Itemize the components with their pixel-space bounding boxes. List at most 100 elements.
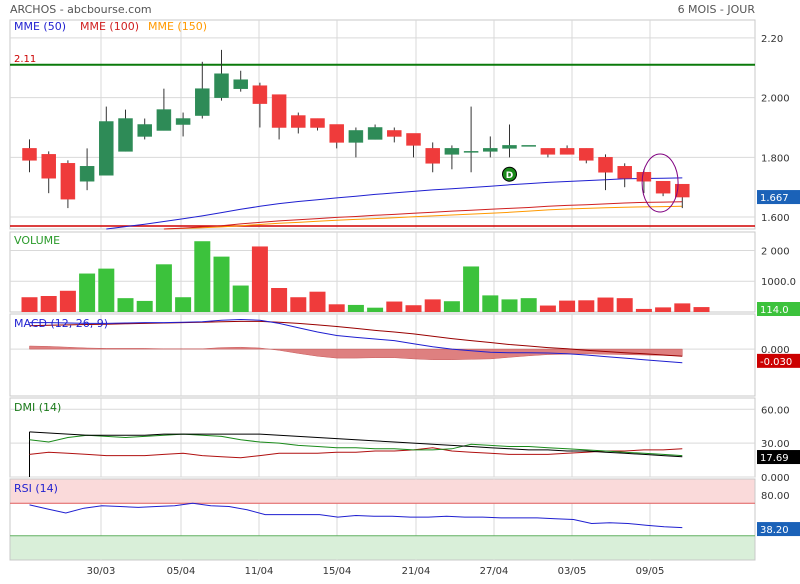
candle-body	[425, 148, 440, 164]
highlight-circle	[641, 153, 679, 213]
panel-title-macd: MACD (12, 26, 9)	[14, 317, 108, 330]
candle-body	[675, 183, 690, 198]
panel-frame-macd	[9, 313, 756, 397]
candle-body	[233, 79, 248, 89]
candle-body	[406, 133, 421, 146]
candle-body	[579, 148, 594, 161]
legend-entry: MME (150)	[148, 20, 207, 33]
volume-bar	[424, 299, 441, 312]
x-tick-label: 03/05	[558, 566, 587, 577]
panel-title-rsi: RSI (14)	[14, 482, 58, 495]
volume-bar	[117, 298, 134, 312]
candle-body	[118, 118, 133, 152]
candle-body	[252, 85, 268, 104]
y-tick-label: 0.000	[761, 473, 790, 484]
rsi-overbought-zone	[10, 479, 755, 504]
y-tick-label: 1000.0	[761, 277, 796, 288]
volume-bar	[405, 305, 422, 312]
volume-bar	[674, 303, 691, 312]
candle-body	[521, 145, 536, 147]
candle-body	[387, 130, 402, 137]
volume-bar	[520, 298, 537, 312]
candle-body	[617, 166, 632, 179]
volume-bar	[655, 307, 672, 312]
dividend-marker	[502, 166, 517, 182]
volume-bar	[194, 241, 211, 312]
volume-bar	[482, 295, 499, 312]
x-tick-label: 15/04	[323, 566, 352, 577]
last-value-badge	[757, 190, 800, 205]
candle-body	[99, 121, 114, 176]
volume-bar	[309, 291, 326, 312]
volume-bar	[40, 296, 57, 312]
last-value-badge	[757, 353, 800, 368]
resistance-label: 2.11	[14, 54, 36, 65]
last-value-badge	[757, 302, 800, 316]
candle-body	[636, 172, 652, 182]
volume-bar	[501, 299, 518, 312]
y-tick-label: 2 000	[761, 246, 790, 257]
dividend-marker-label: D	[506, 171, 513, 181]
volume-bar	[347, 304, 364, 312]
last-value-label: 17.69	[760, 453, 789, 464]
candle-body	[22, 148, 37, 161]
volume-bar	[290, 297, 307, 312]
mme50-line	[106, 177, 683, 230]
volume-bar	[232, 285, 249, 312]
candle-body	[310, 118, 325, 128]
candle-body	[137, 124, 152, 137]
candle-body	[463, 151, 479, 153]
candle-body	[559, 148, 575, 155]
dmi-minus-line	[29, 447, 683, 459]
y-tick-label: 0.000	[761, 345, 790, 356]
last-value-label: 1.667	[760, 193, 789, 204]
y-tick-label: 2.000	[761, 94, 790, 105]
macd-line	[29, 318, 683, 364]
legend-entry: MME (50)	[14, 20, 66, 33]
volume-bar	[367, 307, 384, 312]
last-value-label: -0.030	[760, 357, 792, 368]
candle-body	[540, 148, 556, 155]
candle-body	[41, 154, 56, 179]
volume-bar	[79, 273, 96, 312]
volume-bar	[559, 300, 576, 312]
period-label: 6 MOIS - JOUR	[678, 3, 756, 16]
panel-title-volume: VOLUME	[14, 234, 60, 247]
volume-bar	[597, 297, 614, 312]
candle-body	[156, 109, 172, 131]
volume-bar	[271, 288, 288, 312]
mme150-line	[163, 205, 683, 230]
volume-bar	[136, 300, 153, 312]
panel-frame-price	[9, 19, 756, 230]
y-tick-label: 60.00	[761, 405, 790, 416]
dmi-plus-line	[29, 433, 683, 457]
volume-bar	[463, 266, 480, 312]
legend-entry: MME (100)	[80, 20, 139, 33]
last-value-badge	[757, 522, 800, 537]
volume-bar	[443, 301, 460, 312]
candle-body	[291, 115, 306, 128]
candle-body	[502, 145, 517, 149]
chart-title: ARCHOS - abcbourse.com	[10, 3, 152, 16]
x-tick-label: 27/04	[480, 566, 509, 577]
volume-bar	[251, 246, 268, 312]
rsi-oversold-zone	[10, 535, 755, 560]
candle-body	[271, 94, 287, 128]
volume-bar	[59, 290, 76, 312]
panel-frame-rsi	[9, 478, 756, 561]
candle-body	[60, 163, 76, 200]
volume-bar	[175, 297, 192, 312]
macd-signal-line	[29, 320, 683, 357]
volume-bar	[578, 300, 595, 312]
x-tick-label: 30/03	[87, 566, 116, 577]
last-value-label: 114.0	[760, 305, 789, 316]
volume-bar	[635, 308, 652, 312]
x-tick-label: 21/04	[402, 566, 431, 577]
candle-body	[329, 124, 344, 143]
candle-body	[348, 130, 364, 143]
y-tick-label: 2.20	[761, 34, 783, 45]
volume-bar	[98, 268, 115, 312]
volume-bar	[386, 301, 403, 312]
x-tick-label: 05/04	[167, 566, 196, 577]
